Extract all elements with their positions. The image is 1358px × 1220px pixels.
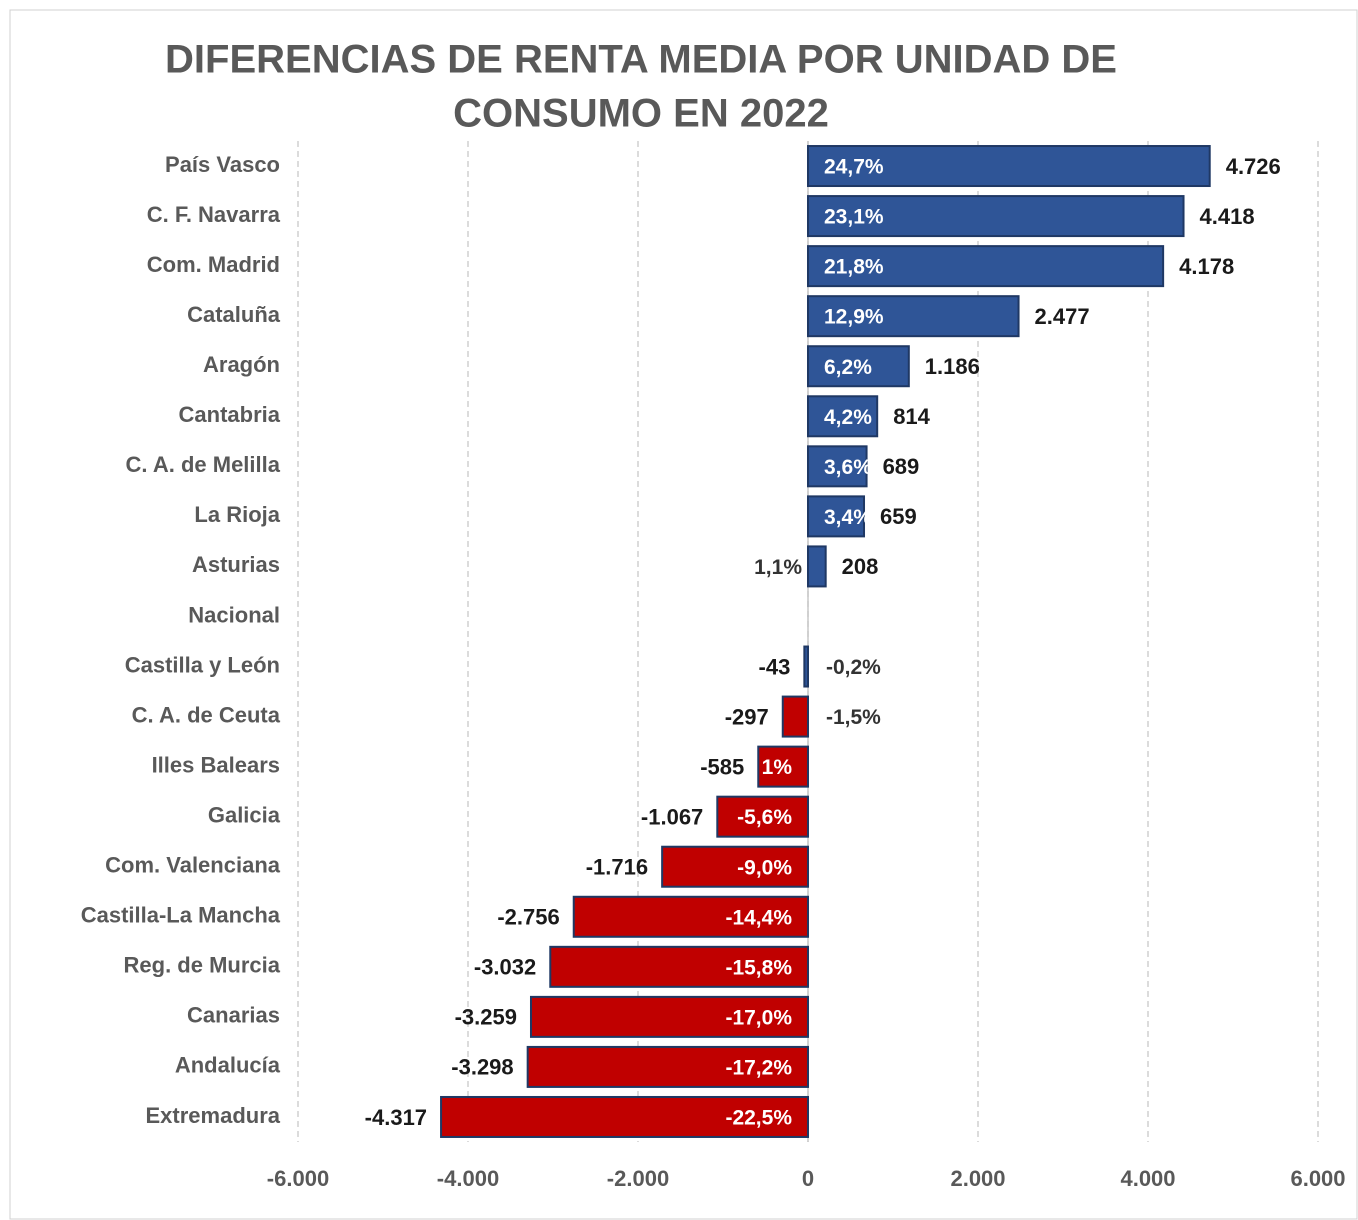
- y-tick-label: Com. Madrid: [147, 252, 280, 277]
- y-tick-label: Illes Balears: [152, 752, 280, 777]
- value-label: -3.032: [474, 955, 536, 980]
- bar: [716, 795, 809, 838]
- y-tick-label: La Rioja: [194, 502, 280, 527]
- y-tick-label: País Vasco: [165, 152, 280, 177]
- percent-label: -9,0%: [737, 856, 792, 879]
- percent-label: -22,5%: [725, 1107, 792, 1130]
- y-tick-label: C. F. Navarra: [147, 202, 281, 227]
- bar: [807, 145, 1211, 188]
- y-tick-label: Com. Valenciana: [105, 853, 281, 878]
- value-label: 208: [842, 554, 879, 579]
- value-label: -3.298: [451, 1055, 513, 1080]
- percent-label: 12,9%: [824, 306, 884, 329]
- y-tick-label: Cantabria: [179, 402, 281, 427]
- y-tick-label: Extremadura: [145, 1103, 280, 1128]
- value-label: 1.186: [925, 354, 980, 379]
- bar: [529, 995, 809, 1038]
- value-label: 4.418: [1200, 204, 1255, 229]
- x-tick-label: 4.000: [1120, 1166, 1175, 1191]
- percent-label: -0,2%: [826, 656, 881, 679]
- bar: [807, 195, 1185, 238]
- y-tick-label: Nacional: [188, 602, 280, 627]
- x-tick-label: 2.000: [950, 1166, 1005, 1191]
- value-label: -1.067: [641, 804, 703, 829]
- value-label: 4.726: [1226, 154, 1281, 179]
- bar: [807, 245, 1165, 288]
- percent-label: 23,1%: [824, 206, 884, 229]
- value-label: -3.259: [455, 1005, 517, 1030]
- y-tick-label: Castilla-La Mancha: [81, 903, 281, 928]
- bar: [781, 695, 810, 738]
- bar: [572, 895, 809, 938]
- chart-title: DIFERENCIAS DE RENTA MEDIA POR UNIDAD DE: [165, 38, 1117, 82]
- bar: [661, 845, 810, 888]
- percent-label: -5,6%: [737, 806, 792, 829]
- value-label: -4.317: [365, 1105, 427, 1130]
- value-label: -2.756: [497, 905, 559, 930]
- percent-label: 4,2%: [824, 406, 872, 429]
- bar: [807, 395, 879, 438]
- percent-label: 3,6%: [824, 456, 872, 479]
- value-label: 4.178: [1179, 254, 1234, 279]
- y-tick-label: C. A. de Melilla: [126, 452, 281, 477]
- x-tick-label: -2.000: [607, 1166, 669, 1191]
- y-tick-label: Canarias: [187, 1003, 280, 1028]
- x-tick-label: 0: [802, 1166, 814, 1191]
- value-label: 659: [880, 504, 917, 529]
- bar: [807, 445, 868, 488]
- percent-label: -1,5%: [826, 706, 881, 729]
- value-label: 2.477: [1035, 304, 1090, 329]
- bar: [807, 345, 910, 388]
- chart-title: CONSUMO EN 2022: [453, 92, 829, 136]
- y-tick-label: Aragón: [203, 352, 280, 377]
- percent-label: 1,1%: [754, 556, 802, 579]
- x-tick-label: -4.000: [437, 1166, 499, 1191]
- bar: [803, 645, 809, 688]
- y-tick-label: Reg. de Murcia: [124, 953, 281, 978]
- percent-label: 3,4%: [824, 506, 872, 529]
- value-label: -297: [725, 704, 769, 729]
- value-label: 689: [883, 454, 920, 479]
- bar: [807, 495, 866, 538]
- y-tick-label: C. A. de Ceuta: [132, 702, 281, 727]
- percent-label: 1%: [762, 756, 793, 779]
- x-tick-label: 6.000: [1290, 1166, 1345, 1191]
- y-tick-label: Cataluña: [187, 302, 281, 327]
- percent-label: 6,2%: [824, 356, 872, 379]
- bar: [549, 945, 810, 988]
- y-tick-label: Andalucía: [175, 1053, 281, 1078]
- value-label: -585: [700, 754, 744, 779]
- percent-label: -14,4%: [725, 906, 792, 929]
- percent-label: -17,0%: [725, 1006, 792, 1029]
- percent-label: 24,7%: [824, 156, 884, 179]
- bar: [757, 745, 810, 788]
- bar: [440, 1095, 809, 1138]
- y-tick-label: Asturias: [192, 552, 280, 577]
- x-tick-label: -6.000: [267, 1166, 329, 1191]
- value-label: -1.716: [586, 855, 648, 880]
- value-label: -43: [759, 654, 791, 679]
- bar: [807, 545, 827, 588]
- value-label: 814: [893, 404, 930, 429]
- y-tick-label: Castilla y León: [125, 652, 280, 677]
- bar: [807, 295, 1020, 338]
- percent-label: -17,2%: [725, 1056, 792, 1079]
- percent-label: -15,8%: [725, 956, 792, 979]
- bar: [526, 1045, 809, 1088]
- percent-label: 21,8%: [824, 256, 884, 279]
- y-tick-label: Galicia: [208, 802, 281, 827]
